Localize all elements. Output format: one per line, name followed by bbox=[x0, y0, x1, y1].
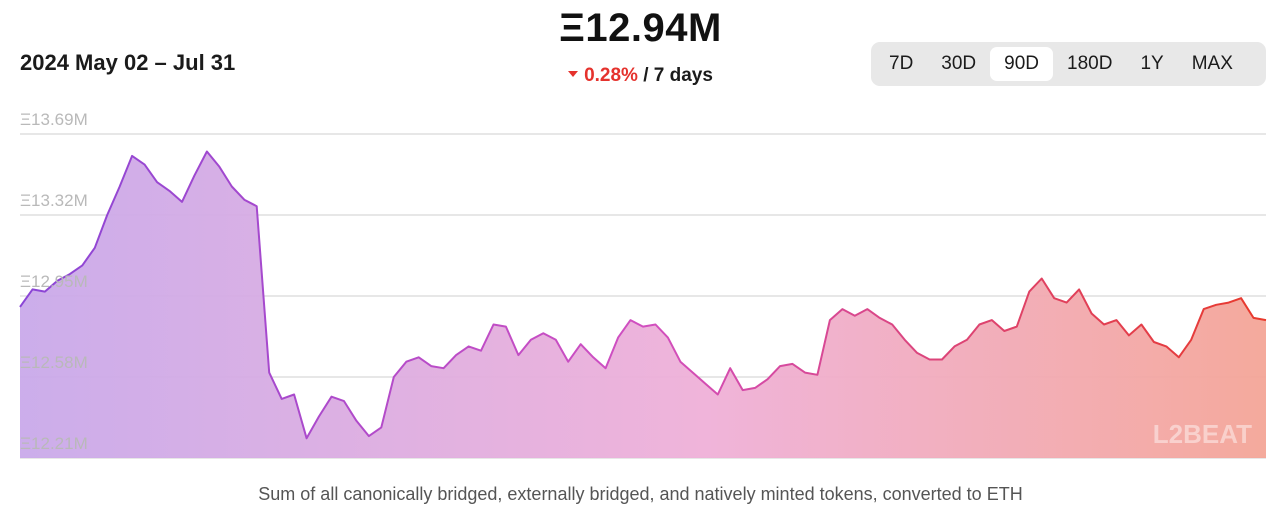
date-range: 2024 May 02 – Jul 31 bbox=[20, 50, 236, 75]
range-button-7d[interactable]: 7D bbox=[889, 53, 914, 74]
y-tick-label: Ξ12.95M bbox=[20, 272, 88, 291]
y-tick-label: Ξ12.58M bbox=[20, 353, 88, 372]
range-button-90d[interactable]: 90D bbox=[990, 47, 1054, 81]
time-range-selector: 7D 30D 90D 180D 1Y MAX bbox=[871, 42, 1266, 86]
range-button-1y[interactable]: 1Y bbox=[1140, 53, 1164, 74]
area-fill bbox=[20, 151, 1266, 458]
blank-panel bbox=[1005, 0, 1267, 24]
change-period: / 7 days bbox=[643, 65, 713, 86]
y-tick-label: Ξ13.32M bbox=[20, 191, 88, 210]
y-tick-label: Ξ13.69M bbox=[20, 110, 88, 129]
l2beat-watermark: L2BEAT bbox=[1153, 419, 1252, 449]
total-value: Ξ12.94M bbox=[559, 6, 722, 50]
value-chart: Ξ13.69M Ξ13.32M Ξ12.95M Ξ12.58M Ξ12.21M L2BE… bbox=[19, 110, 1267, 459]
range-button-max[interactable]: MAX bbox=[1191, 53, 1233, 74]
change-summary: 0.28% / 7 days bbox=[0, 65, 1281, 87]
chart-footnote: Sum of all canonically bridged, external… bbox=[258, 484, 1023, 504]
range-button-30d[interactable]: 30D bbox=[941, 53, 977, 74]
y-tick-label: Ξ12.21M bbox=[20, 434, 88, 453]
series-line bbox=[19, 150, 1267, 440]
change-percent: 0.28% bbox=[584, 65, 638, 86]
down-arrow-icon bbox=[568, 70, 579, 77]
range-button-180d[interactable]: 180D bbox=[1067, 53, 1113, 74]
